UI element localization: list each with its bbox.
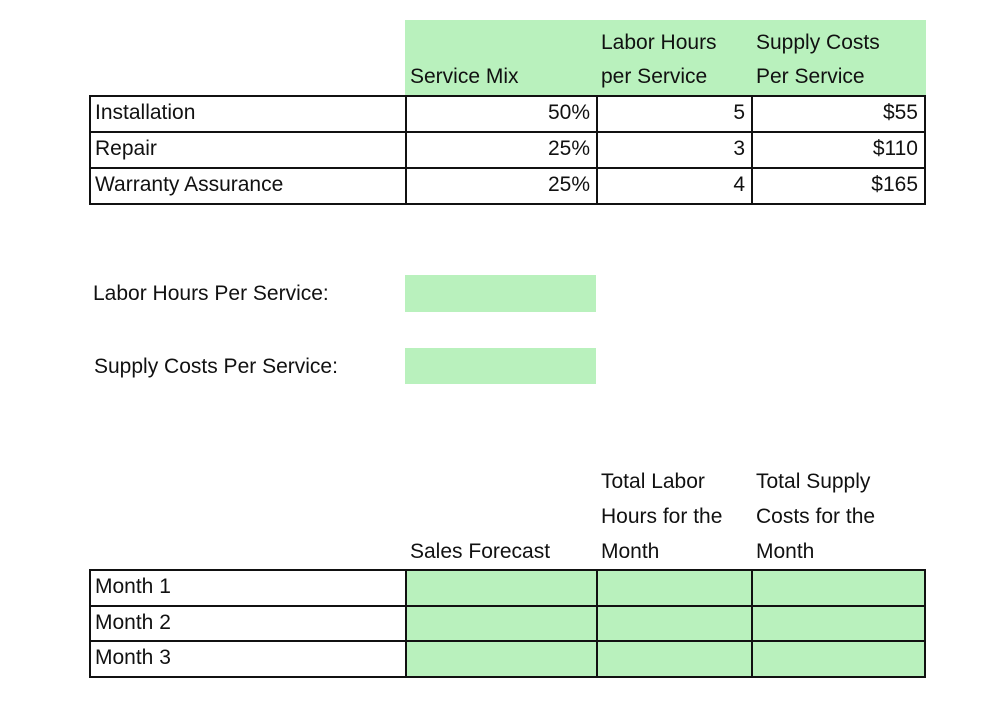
- total-supply-cell[interactable]: [751, 605, 926, 642]
- top-header-band: [405, 20, 926, 95]
- service-name-cell[interactable]: Repair: [89, 131, 407, 169]
- labor-hours-cell[interactable]: 3: [596, 131, 753, 169]
- total-labor-cell[interactable]: [596, 569, 753, 607]
- header-total-supply-3: Month: [756, 540, 815, 563]
- month-label-cell[interactable]: Month 2: [89, 605, 407, 642]
- service-mix-cell[interactable]: 25%: [405, 167, 598, 205]
- total-supply-cell[interactable]: [751, 640, 926, 678]
- month-label-cell[interactable]: Month 1: [89, 569, 407, 607]
- sales-forecast-cell[interactable]: [405, 640, 598, 678]
- supply-costs-per-service-input[interactable]: [405, 348, 596, 384]
- service-mix-cell[interactable]: 50%: [405, 95, 598, 133]
- sales-forecast-cell[interactable]: [405, 605, 598, 642]
- labor-hours-per-service-label: Labor Hours Per Service:: [93, 282, 329, 305]
- sales-forecast-cell[interactable]: [405, 569, 598, 607]
- header-total-supply-2: Costs for the: [756, 505, 876, 528]
- header-service-mix: Service Mix: [410, 65, 519, 88]
- labor-hours-per-service-input[interactable]: [405, 275, 596, 312]
- total-labor-cell[interactable]: [596, 640, 753, 678]
- labor-hours-cell[interactable]: 4: [596, 167, 753, 205]
- header-total-labor-1: Total Labor: [601, 470, 705, 493]
- month-label-cell[interactable]: Month 3: [89, 640, 407, 678]
- supply-costs-per-service-label: Supply Costs Per Service:: [94, 355, 338, 378]
- supply-cost-cell[interactable]: $165: [751, 167, 926, 205]
- header-total-labor-2: Hours for the: [601, 505, 723, 528]
- header-total-labor-3: Month: [601, 540, 660, 563]
- service-name-cell[interactable]: Installation: [89, 95, 407, 133]
- header-labor-hours-2: per Service: [601, 65, 708, 88]
- header-sales-forecast: Sales Forecast: [410, 540, 551, 563]
- total-labor-cell[interactable]: [596, 605, 753, 642]
- supply-cost-cell[interactable]: $110: [751, 131, 926, 169]
- labor-hours-cell[interactable]: 5: [596, 95, 753, 133]
- header-supply-costs-1: Supply Costs: [756, 31, 880, 54]
- service-name-cell[interactable]: Warranty Assurance: [89, 167, 407, 205]
- header-supply-costs-2: Per Service: [756, 65, 865, 88]
- total-supply-cell[interactable]: [751, 569, 926, 607]
- supply-cost-cell[interactable]: $55: [751, 95, 926, 133]
- header-labor-hours-1: Labor Hours: [601, 31, 717, 54]
- header-total-supply-1: Total Supply: [756, 470, 871, 493]
- service-mix-cell[interactable]: 25%: [405, 131, 598, 169]
